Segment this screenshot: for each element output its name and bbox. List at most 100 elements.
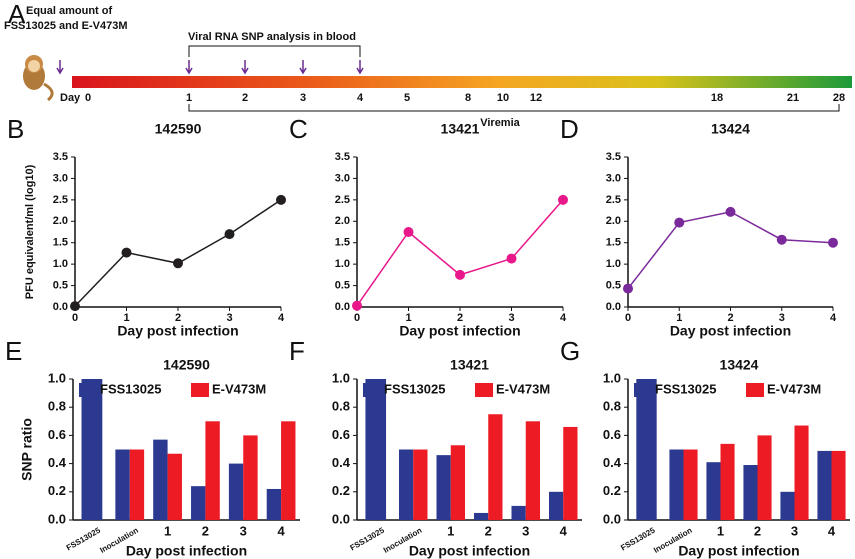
legend-swatch	[746, 383, 764, 397]
line	[356, 199, 564, 307]
legend-swatch	[191, 383, 209, 397]
y-tick-label: 2.0	[606, 215, 621, 227]
panel-label: B	[7, 114, 24, 144]
legend-label: FSS13025	[384, 381, 445, 396]
x-axis-label: Day post infection	[126, 543, 247, 559]
day-label: 18	[711, 92, 723, 104]
bar	[549, 491, 564, 520]
point	[173, 258, 183, 269]
x-tick-label: 1	[717, 523, 724, 538]
legend-swatch	[475, 383, 493, 397]
note-line: Equal amount of	[26, 5, 113, 17]
point	[121, 247, 132, 258]
y-tick-label: 0.0	[53, 301, 68, 313]
bar	[281, 421, 296, 520]
y-tick-label: 2.5	[606, 194, 621, 206]
point	[776, 234, 787, 245]
arrow	[241, 60, 249, 75]
x-axis-label: Day post infection	[678, 543, 799, 559]
y-tick-label: 2.0	[335, 215, 350, 227]
bar	[266, 488, 282, 520]
bar	[191, 486, 206, 520]
legend-swatch	[79, 383, 97, 397]
y-tick-label: 2.5	[335, 194, 350, 206]
bar	[450, 445, 465, 520]
y-tick-label: 1.0	[606, 258, 621, 270]
day-label: 8	[465, 92, 471, 104]
y-tick-label: 1.0	[332, 370, 350, 385]
x-tick-label: FSS13025	[65, 525, 103, 552]
x-tick-label: 4	[278, 312, 285, 324]
y-tick-label: 0.6	[332, 427, 350, 442]
arrow	[56, 60, 64, 75]
x-tick-label: 1	[447, 523, 454, 538]
point	[352, 300, 362, 311]
bar	[720, 443, 735, 520]
y-tick-label: 3.5	[606, 151, 621, 163]
bar	[563, 426, 578, 520]
bar	[525, 421, 540, 520]
bar	[205, 421, 220, 520]
bar	[488, 414, 503, 520]
x-tick-label: 3	[779, 312, 785, 324]
y-tick-label: 3.5	[335, 151, 350, 163]
y-axis-label: PFU equivalent/ml (log10)	[24, 164, 36, 299]
chart-title: 13424	[720, 357, 759, 373]
bar	[129, 449, 145, 520]
y-tick-label: 0.0	[332, 511, 350, 526]
panel-label: A	[8, 0, 26, 29]
x-tick-label: 3	[240, 523, 247, 538]
legend-swatch	[634, 383, 652, 397]
arrow	[299, 60, 307, 75]
point	[828, 237, 838, 248]
bar	[167, 453, 182, 520]
x-tick-label: 1	[405, 312, 411, 324]
panel-label: F	[289, 336, 305, 366]
y-tick-label: 0.8	[603, 399, 621, 414]
point	[403, 227, 414, 237]
y-tick-label: 1.0	[53, 258, 68, 270]
legend-label: FSS13025	[655, 381, 716, 396]
y-tick-label: 0.6	[603, 427, 621, 442]
bar	[81, 379, 103, 520]
y-tick-label: 0.2	[48, 483, 66, 498]
timeline-bar	[72, 76, 852, 88]
y-tick-label: 0.0	[335, 301, 350, 313]
x-tick-label: 2	[754, 523, 761, 538]
bar	[511, 505, 526, 520]
x-axis-label: Day post infection	[399, 323, 520, 339]
bar	[243, 435, 258, 520]
bar	[794, 425, 809, 520]
x-tick-label: 2	[175, 312, 181, 324]
y-tick-label: 1.0	[48, 370, 66, 385]
y-tick-label: 3.0	[606, 172, 621, 184]
bar	[115, 449, 130, 520]
x-tick-label: 0	[354, 312, 360, 324]
chart-title: 13421	[450, 357, 489, 373]
point	[224, 229, 235, 240]
x-tick-label: 3	[791, 523, 798, 538]
x-axis-label: Day post infection	[409, 543, 530, 559]
x-tick-label: 3	[522, 523, 529, 538]
y-tick-label: 2.0	[53, 215, 68, 227]
bar	[743, 465, 758, 520]
y-tick-label: 0.0	[603, 511, 621, 526]
y-tick-label: 0.8	[48, 399, 66, 414]
legend-swatch	[363, 383, 381, 397]
bracket	[188, 45, 361, 57]
day-label: 10	[497, 92, 509, 104]
note-line: FSS13025 and E-V473M	[4, 20, 128, 32]
y-tick-label: 0.0	[48, 511, 66, 526]
point	[506, 253, 517, 264]
x-tick-label: 4	[830, 312, 837, 324]
line	[74, 199, 282, 307]
x-tick-label: 2	[485, 523, 492, 538]
x-tick-label: 2	[727, 312, 733, 324]
point	[725, 206, 736, 217]
y-tick-label: 1.5	[606, 237, 621, 249]
monkey-icon	[23, 55, 54, 102]
legend-label: E-V473M	[767, 381, 821, 396]
x-axis-label: Day post infection	[670, 323, 791, 339]
